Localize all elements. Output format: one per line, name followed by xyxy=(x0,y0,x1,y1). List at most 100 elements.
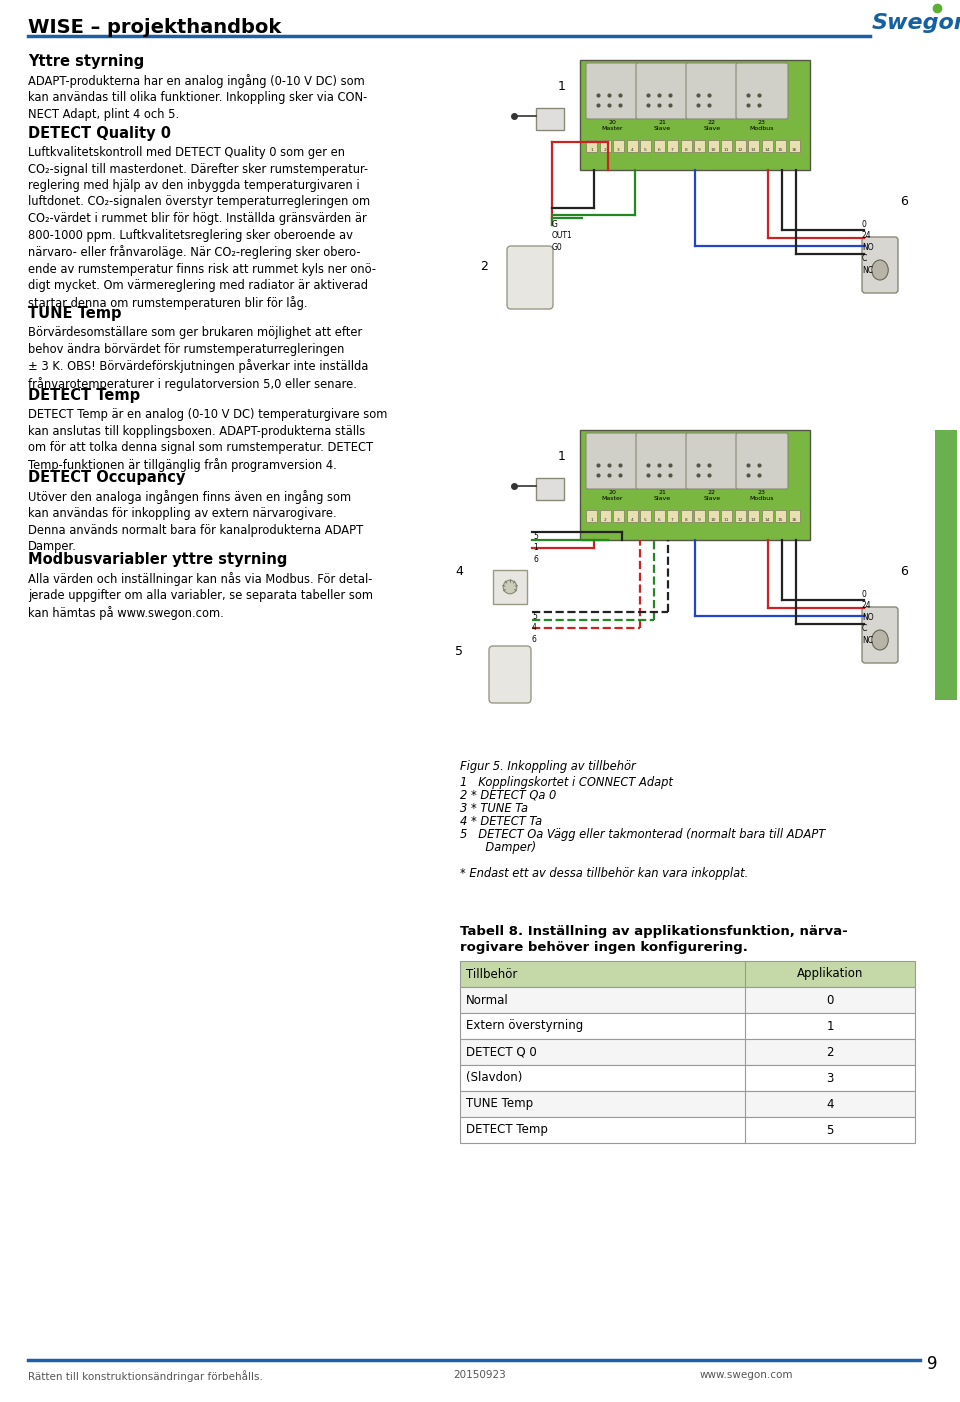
Text: 7: 7 xyxy=(671,149,674,151)
Text: 0
24
NO
C
NC: 0 24 NO C NC xyxy=(862,220,874,275)
Text: 5
4
6: 5 4 6 xyxy=(532,613,537,644)
Text: 4: 4 xyxy=(827,1098,833,1110)
Text: 3: 3 xyxy=(617,517,620,522)
Text: 6: 6 xyxy=(658,517,660,522)
Bar xyxy=(460,1014,915,1039)
Text: 3 * TUNE Ta: 3 * TUNE Ta xyxy=(460,802,528,815)
Text: 4: 4 xyxy=(455,565,463,578)
Text: Swegon: Swegon xyxy=(872,13,960,34)
Text: 5
1
6: 5 1 6 xyxy=(533,531,538,564)
Bar xyxy=(667,140,678,151)
Text: 16: 16 xyxy=(791,149,797,151)
Text: TUNE Temp: TUNE Temp xyxy=(28,306,122,321)
Bar xyxy=(775,140,786,151)
Text: 2: 2 xyxy=(604,149,607,151)
Text: 5   DETECT Oa Vägg eller takmonterad (normalt bara till ADAPT: 5 DETECT Oa Vägg eller takmonterad (norm… xyxy=(460,829,826,841)
Text: 5: 5 xyxy=(827,1123,833,1137)
Text: 23
Modbus: 23 Modbus xyxy=(750,491,775,501)
Text: DETECT Temp är en analog (0-10 V DC) temperaturgivare som
kan anslutas till kopp: DETECT Temp är en analog (0-10 V DC) tem… xyxy=(28,408,388,472)
Text: G
OUT1
G0: G OUT1 G0 xyxy=(552,220,573,252)
Bar xyxy=(667,510,678,522)
Text: 1   Kopplingskortet i CONNECT Adapt: 1 Kopplingskortet i CONNECT Adapt xyxy=(460,775,673,789)
Bar xyxy=(654,510,664,522)
Text: 6: 6 xyxy=(658,149,660,151)
Bar xyxy=(599,140,611,151)
Bar xyxy=(493,571,527,604)
Text: 21
Slave: 21 Slave xyxy=(654,491,671,501)
Text: Normal: Normal xyxy=(466,994,509,1007)
Text: Modbusvariabler yttre styrning: Modbusvariabler yttre styrning xyxy=(28,552,287,566)
Text: Applikation: Applikation xyxy=(797,967,863,980)
Text: 1: 1 xyxy=(590,149,593,151)
Text: Yttre styrning: Yttre styrning xyxy=(28,55,144,69)
Text: 11: 11 xyxy=(724,517,730,522)
Text: 0
24
NO
C
NC: 0 24 NO C NC xyxy=(862,590,874,645)
Text: 2: 2 xyxy=(827,1046,833,1059)
Text: DETECT Temp: DETECT Temp xyxy=(466,1123,548,1137)
Bar xyxy=(580,430,810,540)
Text: 4: 4 xyxy=(631,149,634,151)
Bar xyxy=(640,510,651,522)
Bar xyxy=(721,140,732,151)
Bar xyxy=(536,108,564,130)
Text: 2: 2 xyxy=(604,517,607,522)
Bar xyxy=(654,140,664,151)
Text: 4: 4 xyxy=(631,517,634,522)
Text: Börvärdesomställare som ger brukaren möjlighet att efter
behov ändra börvärdet f: Börvärdesomställare som ger brukaren möj… xyxy=(28,327,369,391)
Text: Figur 5. Inkoppling av tillbehör: Figur 5. Inkoppling av tillbehör xyxy=(460,760,636,773)
Bar xyxy=(627,510,637,522)
Bar xyxy=(775,510,786,522)
Bar xyxy=(681,510,691,522)
Bar xyxy=(627,140,637,151)
Text: 1: 1 xyxy=(827,1019,833,1032)
Text: 6: 6 xyxy=(900,565,908,578)
Text: TUNE Temp: TUNE Temp xyxy=(466,1098,533,1110)
Ellipse shape xyxy=(872,629,888,651)
Bar xyxy=(734,510,746,522)
Bar xyxy=(640,140,651,151)
Text: 0: 0 xyxy=(827,994,833,1007)
Text: 12: 12 xyxy=(737,149,743,151)
FancyBboxPatch shape xyxy=(862,237,898,293)
Text: 20
Master: 20 Master xyxy=(601,121,623,130)
Text: ADAPT-produkterna har en analog ingång (0-10 V DC) som
kan användas till olika f: ADAPT-produkterna har en analog ingång (… xyxy=(28,74,368,121)
Bar xyxy=(761,510,773,522)
FancyBboxPatch shape xyxy=(507,245,553,308)
Text: 2: 2 xyxy=(480,259,488,273)
Ellipse shape xyxy=(872,259,888,280)
Circle shape xyxy=(503,580,516,594)
Bar xyxy=(935,430,957,700)
Text: 3: 3 xyxy=(827,1071,833,1085)
Bar xyxy=(613,140,624,151)
Bar xyxy=(599,510,611,522)
Bar xyxy=(748,140,759,151)
Bar xyxy=(721,510,732,522)
Text: 6: 6 xyxy=(900,195,908,207)
Text: www.swegon.com: www.swegon.com xyxy=(700,1370,794,1380)
FancyBboxPatch shape xyxy=(736,433,788,489)
Bar xyxy=(708,510,718,522)
Text: * Endast ett av dessa tillbehör kan vara inkopplat.: * Endast ett av dessa tillbehör kan vara… xyxy=(460,866,748,880)
FancyBboxPatch shape xyxy=(636,63,688,119)
Bar xyxy=(681,140,691,151)
Text: 9: 9 xyxy=(926,1354,937,1373)
Text: 4 * DETECT Ta: 4 * DETECT Ta xyxy=(460,815,542,829)
FancyBboxPatch shape xyxy=(862,607,898,663)
Bar xyxy=(748,510,759,522)
FancyBboxPatch shape xyxy=(686,63,738,119)
Text: 20150923: 20150923 xyxy=(454,1370,506,1380)
Text: 14: 14 xyxy=(764,149,770,151)
Text: Luftkvalitetskontroll med DETECT Quality 0 som ger en
CO₂-signal till masterdone: Luftkvalitetskontroll med DETECT Quality… xyxy=(28,146,376,310)
FancyBboxPatch shape xyxy=(586,433,638,489)
Text: Utöver den analoga ingången finns även en ingång som
kan användas för inkoppling: Utöver den analoga ingången finns även e… xyxy=(28,491,363,554)
FancyBboxPatch shape xyxy=(736,63,788,119)
Bar xyxy=(460,1117,915,1143)
Text: 20
Master: 20 Master xyxy=(601,491,623,501)
Bar xyxy=(460,1091,915,1117)
Text: 13: 13 xyxy=(751,149,756,151)
Bar xyxy=(708,140,718,151)
Text: 13: 13 xyxy=(751,517,756,522)
FancyBboxPatch shape xyxy=(586,63,638,119)
Bar xyxy=(694,140,705,151)
Bar xyxy=(586,510,597,522)
